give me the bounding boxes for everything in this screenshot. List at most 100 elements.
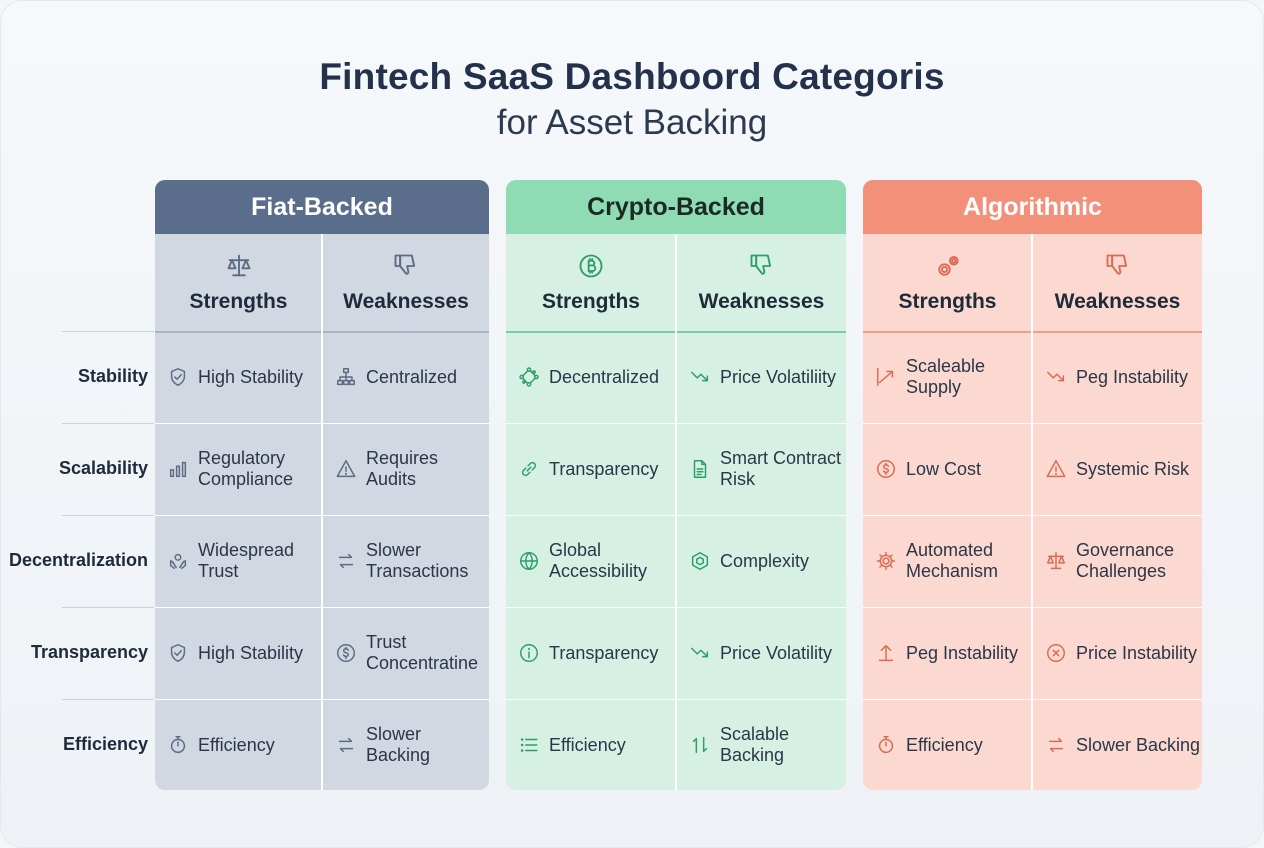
cell-text: Scaleable Supply xyxy=(906,356,986,397)
cell-text: Price Instability xyxy=(1076,642,1198,663)
cell-divider xyxy=(1033,607,1202,608)
row-divider xyxy=(62,699,154,700)
cell-weaknesses: Slower Transactions xyxy=(323,515,489,607)
cell-text: Regulatory Compliance xyxy=(198,448,294,489)
cell-weaknesses: Price Volatility xyxy=(677,607,846,699)
cell-weaknesses: Peg Instability xyxy=(1033,331,1202,423)
row-divider xyxy=(62,607,154,608)
hands-icon xyxy=(167,550,189,572)
cell-divider xyxy=(506,423,676,424)
strengths-column: Strengths Decentralized Transparency Global… xyxy=(506,234,676,790)
cell-weaknesses: Price Volatiliity xyxy=(677,331,846,423)
bar-chart-icon xyxy=(167,458,189,480)
cell-text: Global Accessibility xyxy=(549,540,648,581)
swap-arrows-icon xyxy=(335,734,357,756)
row-label-scalability: Scalability xyxy=(58,458,148,478)
cell-strengths: Peg Instability xyxy=(863,607,1032,699)
trend-down-icon xyxy=(1045,366,1067,388)
weaknesses-header: Weaknesses xyxy=(1033,234,1202,331)
cell-text: Efficiency xyxy=(198,734,275,755)
list-icon xyxy=(518,734,540,756)
cell-text: Peg Instability xyxy=(1076,366,1189,387)
hexagon-icon xyxy=(689,550,711,572)
cell-strengths: Scaleable Supply xyxy=(863,331,1032,423)
cell-strengths: Widespread Trust xyxy=(155,515,322,607)
cell-weaknesses: Systemic Risk xyxy=(1033,423,1202,515)
page-title: Fintech SaaS Dashboord Categoris xyxy=(319,56,945,97)
row-divider xyxy=(62,515,154,516)
cell-weaknesses: Slower Backing xyxy=(1033,699,1202,790)
cell-divider xyxy=(1033,423,1202,424)
globe-icon xyxy=(518,550,540,572)
cell-strengths: Low Cost xyxy=(863,423,1032,515)
cell-text: Price Volatiliity xyxy=(720,366,837,387)
row-divider xyxy=(62,331,154,332)
cell-divider xyxy=(155,607,322,608)
x-circle-icon xyxy=(1045,642,1067,664)
cell-divider xyxy=(677,699,846,700)
cell-weaknesses: Governance Challenges xyxy=(1033,515,1202,607)
cell-divider xyxy=(1033,699,1202,700)
link-icon xyxy=(518,458,540,480)
row-label-decentralization: Decentralization xyxy=(8,550,148,570)
thumbs-down-icon xyxy=(392,252,420,280)
cell-text: High Stability xyxy=(198,366,304,387)
strengths-header: Strengths xyxy=(155,234,322,331)
cell-text: Peg Instability xyxy=(906,642,1019,663)
cell-text: Governance Challenges xyxy=(1076,540,1175,581)
cell-divider xyxy=(506,331,676,333)
cell-text: Slower Backing xyxy=(1076,734,1201,755)
panel-header-algorithmic: Algorithmic xyxy=(863,180,1202,234)
cell-divider xyxy=(677,607,846,608)
strengths-column: Strengths High Stability Regulatory Compli… xyxy=(155,234,322,790)
strengths-label: Strengths xyxy=(898,290,997,313)
cell-text: Efficiency xyxy=(549,734,626,755)
cell-divider xyxy=(863,515,1032,516)
cell-divider xyxy=(1033,331,1202,333)
cell-divider xyxy=(323,515,489,516)
cell-text: Price Volatility xyxy=(720,642,833,663)
cell-text: Automated Mechanism xyxy=(906,540,999,581)
weaknesses-column: Weaknesses Centralized Requires Audits Slow… xyxy=(323,234,489,790)
cell-strengths: Regulatory Compliance xyxy=(155,423,322,515)
cell-strengths: Efficiency xyxy=(506,699,676,790)
shield-check-icon xyxy=(167,642,189,664)
cell-divider xyxy=(677,515,846,516)
cell-strengths: Transparency xyxy=(506,607,676,699)
strengths-label: Strengths xyxy=(541,290,640,313)
up-down-arrows-icon xyxy=(689,734,711,756)
cell-divider xyxy=(506,699,676,700)
cell-divider xyxy=(323,607,489,608)
row-label-transparency: Transparency xyxy=(30,642,148,662)
cell-divider xyxy=(1033,515,1202,516)
row-label-efficiency: Efficiency xyxy=(62,734,148,754)
column-divider xyxy=(675,234,677,790)
cell-weaknesses: Price Instability xyxy=(1033,607,1202,699)
cell-strengths: Efficiency xyxy=(155,699,322,790)
cell-strengths: Decentralized xyxy=(506,331,676,423)
warning-icon xyxy=(1045,458,1067,480)
panel-crypto-backed: Crypto-Backed Strengths Decentralized Trans… xyxy=(506,180,846,790)
panel-fiat-backed: Fiat-Backed Strengths High Stability Regula… xyxy=(155,180,489,790)
cell-weaknesses: Complexity xyxy=(677,515,846,607)
weaknesses-header: Weaknesses xyxy=(323,234,489,331)
shield-check-icon xyxy=(167,366,189,388)
cell-strengths: High Stability xyxy=(155,331,322,423)
strengths-header: Strengths xyxy=(863,234,1032,331)
cell-text: Widespread Trust xyxy=(198,540,295,581)
cell-strengths: High Stability xyxy=(155,607,322,699)
cell-text: Complexity xyxy=(720,550,810,571)
cell-strengths: Global Accessibility xyxy=(506,515,676,607)
weaknesses-label: Weaknesses xyxy=(1054,290,1181,313)
info-icon xyxy=(518,642,540,664)
cell-text: Slower Backing xyxy=(366,724,431,765)
stopwatch-icon xyxy=(875,734,897,756)
thumbs-down-icon xyxy=(748,252,776,280)
cell-divider xyxy=(155,699,322,700)
dollar-circle-icon xyxy=(335,642,357,664)
hierarchy-icon xyxy=(335,366,357,388)
dollar-circle-icon xyxy=(875,458,897,480)
bitcoin-icon xyxy=(577,252,605,280)
cell-divider xyxy=(863,607,1032,608)
trend-down-icon xyxy=(689,366,711,388)
